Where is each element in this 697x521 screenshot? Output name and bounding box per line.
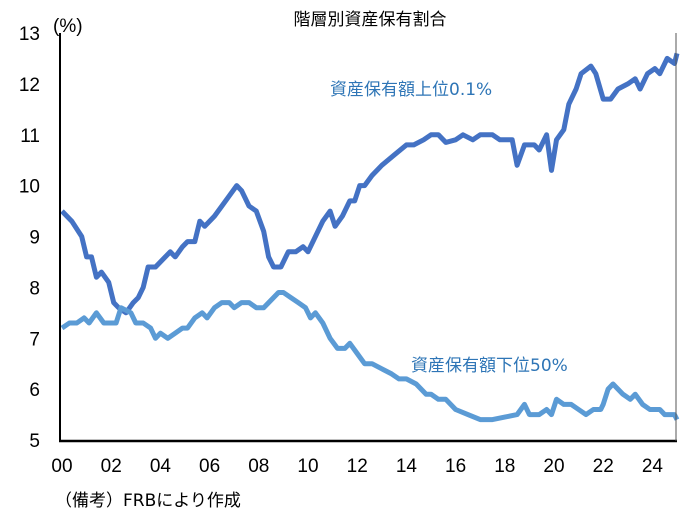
y-tick-label: 11: [20, 126, 40, 147]
y-tick-label: 8: [29, 278, 40, 299]
x-tick-label: 16: [445, 456, 466, 477]
series-line-bottom-50: [60, 290, 680, 423]
series-label-top-0-1: 資産保有額上位0.1%: [330, 80, 492, 100]
x-tick-label: 12: [347, 456, 368, 477]
y-tick-label: 6: [29, 380, 40, 401]
series-label-bottom-50: 資産保有額下位50%: [411, 356, 568, 376]
source-note: （備考）FRBにより作成: [55, 491, 241, 511]
x-tick-label: 24: [642, 456, 664, 477]
x-tick-label: 22: [593, 456, 614, 477]
y-tick-label: 7: [29, 329, 40, 350]
x-tick-label: 02: [101, 456, 122, 477]
x-tick-label: 06: [199, 456, 220, 477]
y-tick-label: 13: [19, 24, 40, 45]
x-tick-label: 08: [248, 456, 269, 477]
x-tick-label: 00: [51, 456, 72, 477]
x-tick-label: 14: [396, 456, 418, 477]
x-tick-label: 04: [150, 456, 172, 477]
y-tick-label: 10: [19, 177, 40, 198]
y-tick-label: 12: [19, 75, 40, 96]
y-tick-label: 9: [29, 228, 40, 249]
chart-title: 階層別資産保有割合: [294, 10, 447, 30]
series-line-top-0-1: [60, 52, 680, 316]
x-tick-label: 20: [543, 456, 564, 477]
y-tick-label: 5: [29, 431, 40, 452]
y-axis-unit: (%): [53, 16, 83, 37]
x-tick-label: 18: [494, 456, 515, 477]
x-tick-label: 10: [297, 456, 318, 477]
